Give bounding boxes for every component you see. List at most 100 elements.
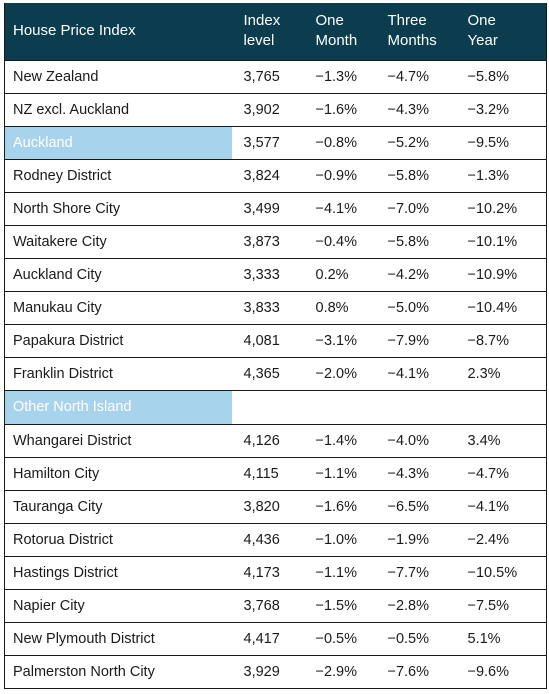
one-month-change: −0.4% xyxy=(303,224,376,259)
region-name: Waitakere City xyxy=(4,224,232,259)
region-name: Whangarei District xyxy=(4,423,232,458)
three-months-change: −5.2% xyxy=(375,125,456,160)
one-year-change: −4.7% xyxy=(455,456,547,491)
three-months-change: −0.5% xyxy=(375,622,456,656)
one-month-change: −1.0% xyxy=(303,522,376,557)
one-year-change: −1.3% xyxy=(455,158,547,193)
table-row: Auckland 3,577 −0.8% −5.2% −9.5% xyxy=(4,125,547,160)
table-row: New Plymouth District 4,417 −0.5% −0.5% 5.1% xyxy=(4,622,547,656)
region-name: North Shore City xyxy=(4,191,232,226)
index-level: 3,333 xyxy=(231,258,304,292)
three-months-change: −4.3% xyxy=(375,92,456,127)
one-year-change: −10.4% xyxy=(455,291,547,325)
region-name: Manukau City xyxy=(4,291,232,325)
header-region: House Price Index xyxy=(13,22,136,40)
index-level: 3,824 xyxy=(231,158,304,193)
table-row: Manukau City 3,833 0.8% −5.0% −10.4% xyxy=(4,291,547,325)
region-name: Rotorua District xyxy=(4,522,232,557)
header-one-month: One Month xyxy=(315,12,358,50)
three-months-change: −7.9% xyxy=(375,324,456,358)
region-name: Hamilton City xyxy=(4,456,232,491)
table-row: Franklin District 4,365 −2.0% −4.1% 2.3% xyxy=(4,357,547,391)
one-month-change: −4.1% xyxy=(303,191,376,226)
region-name: Franklin District xyxy=(4,357,232,391)
one-year-change: −4.1% xyxy=(455,489,547,524)
region-name: Papakura District xyxy=(4,324,232,358)
three-months-change: −1.9% xyxy=(375,522,456,557)
table-row: Waitakere City 3,873 −0.4% −5.8% −10.1% xyxy=(4,224,547,259)
one-month-change: −1.3% xyxy=(303,59,376,94)
table-row: Hamilton City 4,115 −1.1% −4.3% −4.7% xyxy=(4,456,547,491)
index-level: 4,081 xyxy=(231,324,304,358)
three-months-change: −4.2% xyxy=(375,258,456,292)
one-month-change: −1.6% xyxy=(303,92,376,127)
three-months-change: −7.6% xyxy=(375,655,456,690)
region-name: Napier City xyxy=(4,588,232,623)
index-level: 3,765 xyxy=(231,59,304,94)
one-year-change: −3.2% xyxy=(455,92,547,127)
three-months-change: −4.7% xyxy=(375,59,456,94)
header-three-months: Three Months xyxy=(387,12,437,50)
one-year-change: 5.1% xyxy=(455,622,547,656)
table-row: Auckland City 3,333 0.2% −4.2% −10.9% xyxy=(4,258,547,292)
one-month-change: −3.1% xyxy=(303,324,376,358)
table-row: Napier City 3,768 −1.5% −2.8% −7.5% xyxy=(4,588,547,623)
three-months-change xyxy=(375,390,456,425)
three-months-change: −4.0% xyxy=(375,423,456,458)
three-months-change: −2.8% xyxy=(375,588,456,623)
one-year-change: 2.3% xyxy=(455,357,547,391)
header-index-level: Index level xyxy=(243,12,281,50)
index-level: 4,126 xyxy=(231,423,304,458)
index-level: 3,873 xyxy=(231,224,304,259)
table-row: Tauranga City 3,820 −1.6% −6.5% −4.1% xyxy=(4,489,547,524)
one-month-change xyxy=(303,390,376,425)
region-name: NZ excl. Auckland xyxy=(4,92,232,127)
one-month-change: −1.1% xyxy=(303,456,376,491)
one-year-change: −7.5% xyxy=(455,588,547,623)
one-month-change: −1.4% xyxy=(303,423,376,458)
one-year-change: −8.7% xyxy=(455,324,547,358)
region-name: New Zealand xyxy=(4,59,232,94)
region-name: Palmerston North City xyxy=(4,655,232,690)
header-one-year: One Year xyxy=(467,12,498,50)
table-row: Other North Island xyxy=(4,390,547,425)
one-year-change: −9.6% xyxy=(455,655,547,690)
table-row: Rodney District 3,824 −0.9% −5.8% −1.3% xyxy=(4,158,547,193)
one-month-change: −1.5% xyxy=(303,588,376,623)
one-month-change: −0.8% xyxy=(303,125,376,160)
index-level: 3,577 xyxy=(231,125,304,160)
region-name: New Plymouth District xyxy=(4,622,232,656)
table-row: Whangarei District 4,126 −1.4% −4.0% 3.4% xyxy=(4,423,547,458)
table-row: North Shore City 3,499 −4.1% −7.0% −10.2% xyxy=(4,191,547,226)
one-year-change: −10.5% xyxy=(455,555,547,590)
one-year-change: −2.4% xyxy=(455,522,547,557)
table-row: Hastings District 4,173 −1.1% −7.7% −10.5% xyxy=(4,555,547,590)
three-months-change: −5.8% xyxy=(375,158,456,193)
region-name: Auckland xyxy=(4,125,232,160)
index-level: 3,820 xyxy=(231,489,304,524)
region-name: Other North Island xyxy=(4,390,232,425)
one-year-change: −10.2% xyxy=(455,191,547,226)
one-month-change: −1.1% xyxy=(303,555,376,590)
index-level: 3,902 xyxy=(231,92,304,127)
house-price-index-table-container: House Price Index Index level One Month Th… xyxy=(4,3,547,690)
one-year-change: −9.5% xyxy=(455,125,547,160)
table-row: Rotorua District 4,436 −1.0% −1.9% −2.4% xyxy=(4,522,547,557)
index-level: 3,929 xyxy=(231,655,304,690)
index-level: 4,417 xyxy=(231,622,304,656)
one-month-change: −0.9% xyxy=(303,158,376,193)
one-year-change: −10.9% xyxy=(455,258,547,292)
table-row: NZ excl. Auckland 3,902 −1.6% −4.3% −3.2% xyxy=(4,92,547,127)
header-row: House Price Index Index level One Month Th… xyxy=(4,3,547,60)
table-row: Papakura District 4,081 −3.1% −7.9% −8.7% xyxy=(4,324,547,358)
three-months-change: −5.8% xyxy=(375,224,456,259)
one-year-change: −5.8% xyxy=(455,59,547,94)
one-month-change: −1.6% xyxy=(303,489,376,524)
one-month-change: −2.0% xyxy=(303,357,376,391)
table-row: Palmerston North City 3,929 −2.9% −7.6% −9.6… xyxy=(4,655,547,690)
region-name: Rodney District xyxy=(4,158,232,193)
one-year-change xyxy=(455,390,547,425)
three-months-change: −4.3% xyxy=(375,456,456,491)
index-level: 4,365 xyxy=(231,357,304,391)
house-price-index-table: House Price Index Index level One Month Th… xyxy=(4,3,547,690)
